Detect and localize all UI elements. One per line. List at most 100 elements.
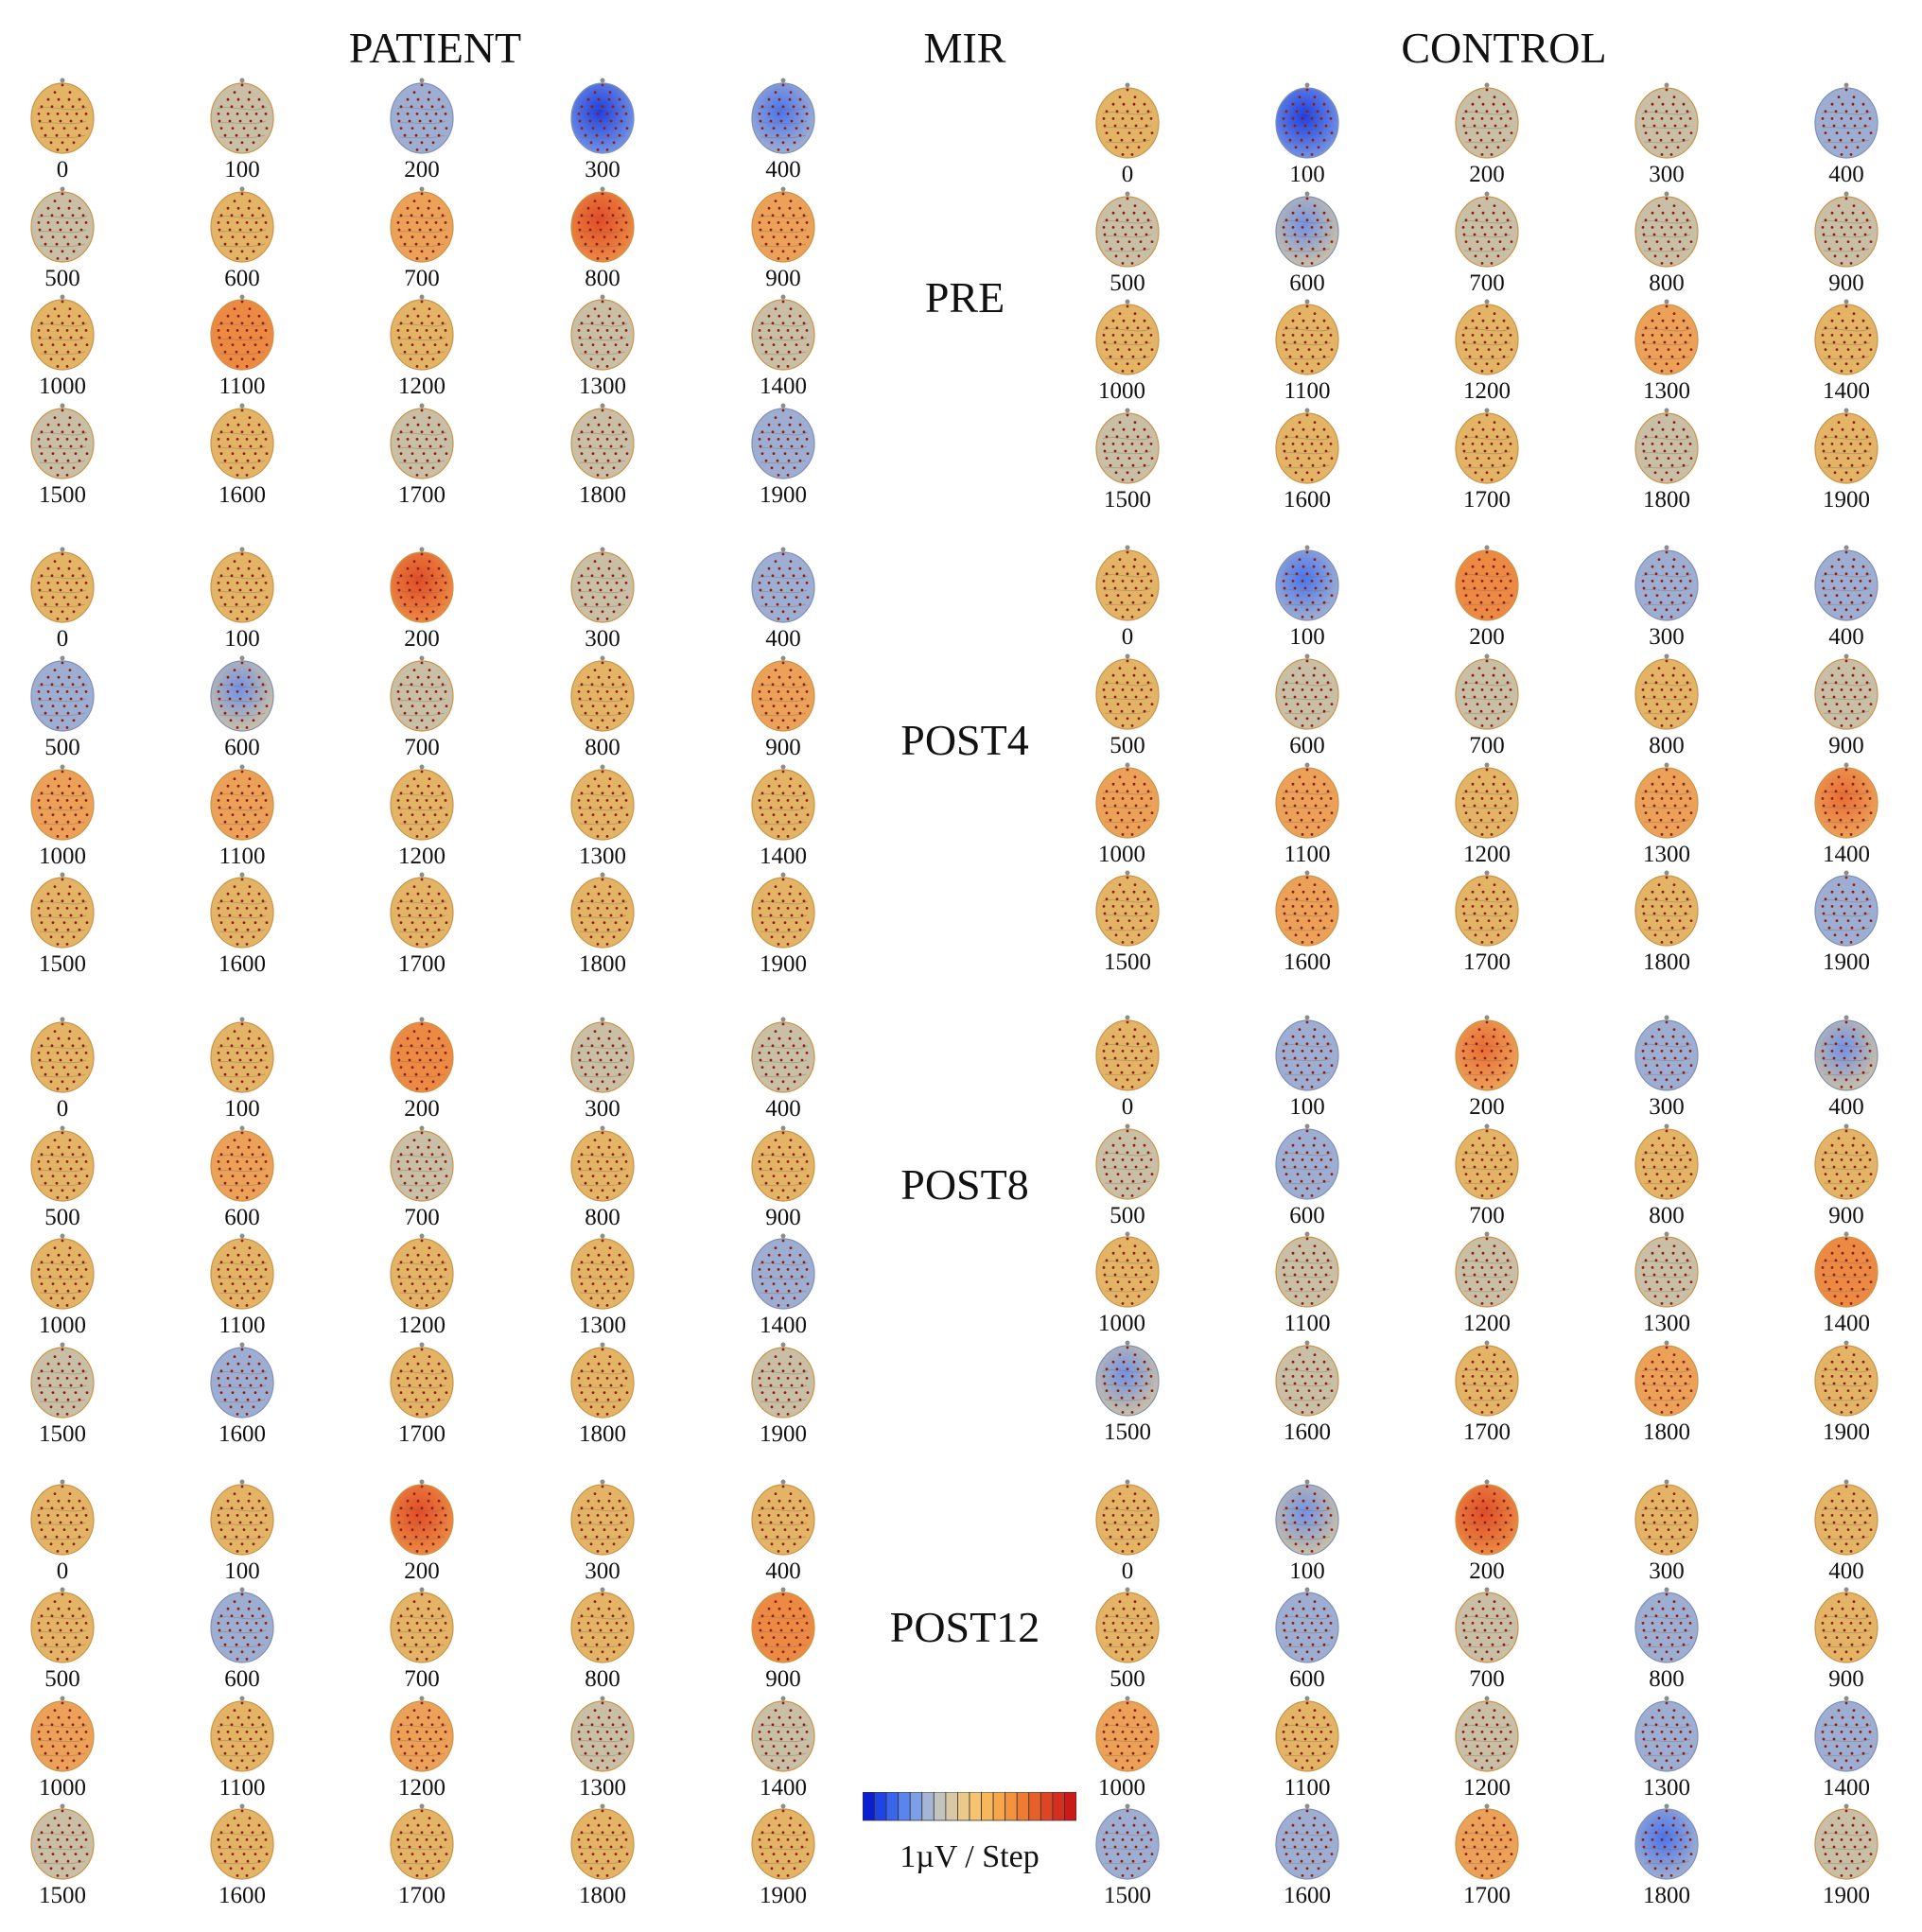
electrode-dot	[226, 423, 230, 426]
electrode-dot	[772, 1391, 776, 1394]
topomap-control-pre-1000	[1094, 299, 1161, 376]
nose-marker	[239, 547, 245, 552]
electrode-dot	[1139, 703, 1143, 705]
electrode-dot	[61, 1153, 64, 1157]
electrode-dot	[787, 711, 791, 715]
contour-line	[1284, 248, 1331, 252]
scalp-surface	[1095, 767, 1160, 839]
electrode-dot	[795, 813, 798, 816]
contour-line	[217, 1832, 268, 1836]
electrode-dot	[409, 1297, 412, 1300]
electrode-dot	[1868, 334, 1872, 337]
electrode-dot	[444, 1622, 447, 1625]
electrode-dot	[1305, 305, 1309, 308]
contour-line	[397, 120, 446, 125]
electrode-dot	[426, 602, 429, 606]
electrode-dot	[781, 214, 785, 218]
electrode-dot	[1103, 449, 1107, 453]
electrode-dot	[226, 221, 230, 224]
nose-marker	[1484, 408, 1490, 413]
electrode-dot	[781, 1348, 785, 1351]
electrode-dot	[608, 91, 612, 94]
contour-line	[1282, 682, 1333, 687]
electrode-dot	[1844, 608, 1848, 612]
electrode-dot	[62, 921, 66, 924]
nose-marker	[600, 1233, 605, 1239]
electrode-dot	[758, 438, 761, 441]
electrode-dot	[1311, 247, 1315, 251]
scalp-surface	[751, 769, 815, 841]
electrode-dot	[764, 350, 768, 354]
electrode-dot	[1284, 703, 1288, 705]
electrode-dot	[49, 1080, 53, 1084]
electrode-dot	[614, 1853, 618, 1855]
electrode-dot	[596, 1550, 600, 1553]
nose-marker	[1125, 191, 1130, 197]
electrode-dot	[219, 214, 223, 218]
electrode-dot	[1464, 131, 1468, 134]
electrode-dot	[414, 711, 418, 715]
electrode-dot	[408, 119, 411, 123]
electrode-dot	[767, 1268, 771, 1271]
time-label: 1700	[398, 951, 446, 977]
scalp-surface	[210, 551, 274, 623]
head-map-icon	[570, 1233, 635, 1310]
electrode-dot	[425, 943, 428, 946]
electrode-dot	[1143, 427, 1146, 431]
electrode-dot	[246, 1289, 250, 1293]
electrode-dot	[433, 1175, 437, 1177]
electrode-dot	[1648, 463, 1651, 467]
topomap-patient-pre-1000	[29, 294, 96, 372]
contour-line	[1102, 219, 1153, 224]
scalp-surface	[390, 1808, 454, 1880]
electrode-dot	[414, 1751, 418, 1755]
electrode-dot	[1109, 463, 1112, 467]
contour-line	[398, 1290, 446, 1295]
electrode-dot	[786, 943, 790, 946]
scalp-surface	[210, 1808, 274, 1880]
contour-line	[579, 1399, 626, 1403]
electrode-dot	[68, 1246, 72, 1249]
electrode-dot	[265, 1175, 269, 1177]
electrode-dot	[1294, 146, 1298, 149]
electrode-dot	[615, 438, 619, 441]
contour-line	[1283, 341, 1332, 346]
electrode-dot	[261, 430, 265, 434]
electrode-dot	[605, 1658, 609, 1661]
electrode-dot	[44, 1535, 47, 1539]
electrode-dot	[597, 1362, 601, 1366]
electrode-dot	[1144, 586, 1148, 590]
electrode-dot	[84, 799, 88, 802]
electrode-dot	[772, 1528, 776, 1531]
contour-line	[758, 215, 809, 219]
electrode-dot	[403, 350, 407, 354]
electrode-dot	[431, 1189, 435, 1192]
electrode-dot	[596, 1838, 600, 1841]
electrode-dot	[1464, 348, 1468, 351]
electrode-dot	[588, 119, 592, 123]
electrode-dot	[772, 452, 776, 455]
electrode-dot	[85, 343, 89, 346]
electrode-dot	[1840, 153, 1843, 156]
electrode-dot	[771, 105, 775, 109]
topomap-control-pre-1200	[1454, 299, 1520, 376]
contour-line	[577, 1045, 628, 1050]
electrode-dot	[85, 1391, 89, 1394]
electrode-dot	[767, 113, 771, 115]
electrode-dot	[1504, 586, 1508, 590]
electrode-dot	[431, 827, 435, 831]
scalp-surface	[751, 82, 815, 154]
electrode-dot	[1291, 226, 1295, 229]
electrode-dot	[607, 1823, 611, 1827]
electrode-dot	[1509, 688, 1512, 691]
electrode-dot	[44, 1289, 47, 1293]
electrode-dot	[439, 1521, 443, 1524]
electrode-dot	[437, 1643, 441, 1646]
electrode-dot	[1869, 594, 1873, 597]
electrode-dot	[1127, 594, 1131, 597]
electrode-dot	[776, 133, 779, 137]
electrode-dot	[588, 1275, 592, 1279]
electrode-dot	[441, 683, 445, 687]
electrode-dot	[605, 726, 609, 729]
electrode-dot	[800, 1275, 804, 1279]
